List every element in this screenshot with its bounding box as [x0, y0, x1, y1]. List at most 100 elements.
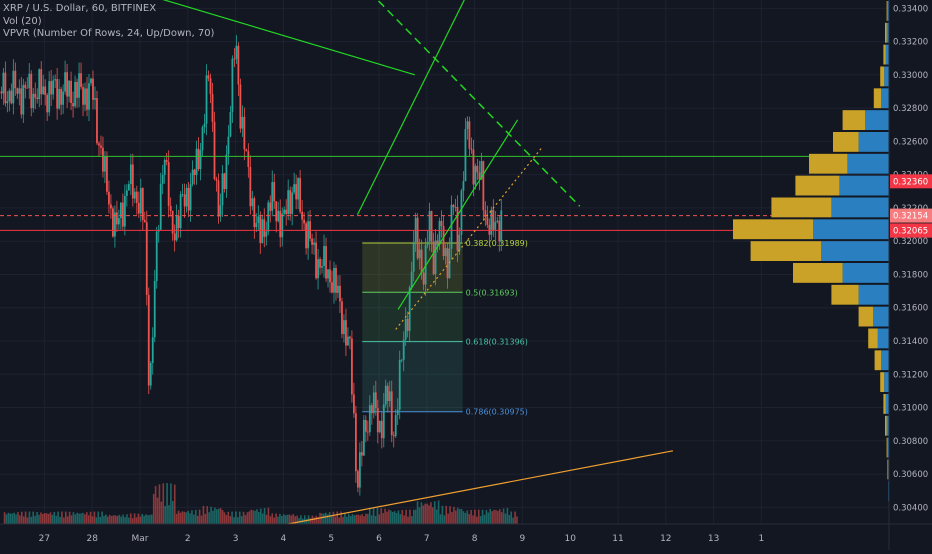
candle-body	[351, 338, 353, 395]
candle-body	[468, 121, 471, 149]
volume-bar	[80, 513, 82, 524]
vpvr-row-up	[885, 44, 889, 65]
candle-body	[472, 149, 475, 185]
fib-level-label: 0.618(0.31396)	[466, 338, 528, 347]
candle-body	[181, 194, 184, 196]
candle-body	[325, 246, 327, 279]
price-badge	[890, 174, 932, 189]
volume-bar	[506, 507, 509, 524]
volume-bar	[435, 509, 438, 524]
volume-bar	[198, 509, 201, 524]
candle-body	[410, 271, 413, 288]
candle-body	[400, 359, 403, 361]
volume-bar	[466, 510, 469, 524]
volume-bar	[7, 512, 10, 524]
volume-bar	[388, 509, 390, 524]
vpvr-row-down	[874, 350, 881, 371]
vpvr-row-down	[831, 284, 859, 305]
volume-bar	[386, 511, 388, 524]
candle-body	[442, 226, 445, 257]
candle-body	[289, 190, 292, 214]
price-axis: 0.334000.332000.330000.328000.326000.324…	[893, 4, 928, 513]
candle-body	[378, 420, 381, 433]
volume-bar	[160, 501, 163, 524]
candle-body	[321, 266, 323, 268]
candle-body	[179, 194, 182, 229]
volume-bar	[338, 517, 340, 524]
volume-bar	[42, 513, 44, 524]
candle-body	[462, 181, 465, 191]
volume-bar	[489, 508, 492, 524]
volume-bar	[233, 517, 235, 524]
candle-body	[430, 211, 433, 242]
candle-body	[123, 195, 126, 227]
trend-line	[356, 0, 465, 215]
candle-body	[364, 419, 367, 432]
volume-bar	[476, 516, 478, 524]
volume-bar	[342, 516, 344, 524]
volume-bar	[223, 512, 226, 524]
price-tick-label: 0.32600	[893, 137, 928, 147]
volume-bar	[193, 514, 195, 524]
volume-bar	[370, 515, 373, 524]
volume-bar	[277, 516, 279, 524]
vpvr-row-down	[887, 459, 889, 480]
candle-body	[366, 431, 369, 433]
vpvr-row-up	[885, 394, 889, 414]
volume-bar	[120, 516, 123, 524]
volume-bar	[252, 510, 254, 524]
candle-body	[205, 75, 208, 124]
volume-bar	[493, 509, 495, 524]
volume-bar	[495, 510, 497, 524]
legend-volume[interactable]: Vol (20)	[3, 15, 42, 27]
time-tick-label: 4	[281, 534, 287, 544]
candle-body	[70, 80, 72, 104]
legend-symbol[interactable]: XRP / U.S. Dollar, 60, BITFINEX	[3, 3, 157, 14]
time-tick-label: 2	[185, 534, 191, 544]
time-tick-label: 28	[86, 534, 98, 544]
volume-bar	[74, 514, 77, 524]
vpvr-row-up	[886, 22, 889, 43]
candle-body	[265, 231, 268, 237]
candle-body	[454, 206, 457, 208]
volume-bar	[256, 509, 258, 524]
volume-bar	[498, 509, 501, 524]
vpvr-row-down	[750, 241, 821, 261]
volume-bar	[483, 514, 486, 524]
candle-body	[323, 246, 325, 267]
candle-body	[474, 165, 477, 185]
candle-body	[74, 81, 76, 107]
candle-body	[78, 73, 80, 98]
volume-bar	[141, 513, 144, 524]
candle-body	[127, 184, 130, 191]
volume-bar	[5, 514, 8, 524]
candle-body	[347, 336, 349, 346]
vpvr-row-down	[842, 110, 865, 130]
volume-bar	[309, 518, 312, 524]
volume-bar	[479, 516, 482, 524]
legend-vpvr[interactable]: VPVR (Number Of Rows, 24, Up/Down, 70)	[3, 28, 215, 39]
vpvr-row-up	[842, 263, 889, 283]
price-tick-label: 0.31400	[893, 337, 928, 347]
candle-body	[239, 84, 242, 129]
volume-bar	[17, 512, 19, 524]
candle-body	[299, 178, 302, 212]
volume-bar	[237, 517, 239, 524]
volume-bar	[263, 508, 266, 524]
volume-bar	[420, 502, 423, 524]
candle-body	[10, 90, 13, 104]
fib-level-label: 0.382(0.31989)	[466, 239, 528, 248]
volume-bar	[433, 501, 436, 524]
vpvr-row-down	[886, 437, 888, 458]
vpvr-row-down	[880, 372, 885, 392]
legend: XRP / U.S. Dollar, 60, BITFINEX Vol (20)…	[3, 3, 214, 41]
volume-bar	[196, 515, 199, 524]
time-axis: 27 28 Mar 2 3 4 5 6 7 8 9 10 11 12 13 1	[39, 534, 765, 544]
candle-body	[165, 159, 168, 163]
volume-bar	[273, 517, 275, 524]
time-tick-label: 5	[328, 534, 334, 544]
volume-bar	[334, 516, 337, 524]
volume-bar	[181, 511, 184, 524]
